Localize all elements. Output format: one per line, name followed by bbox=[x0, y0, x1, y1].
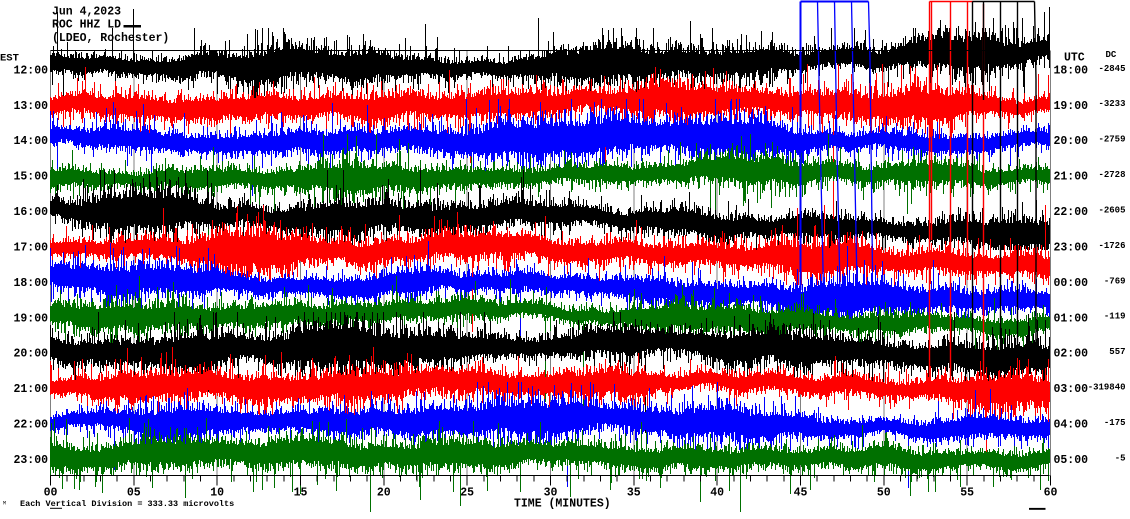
svg-text:18:00: 18:00 bbox=[13, 277, 48, 290]
svg-text:05:00: 05:00 bbox=[1054, 454, 1089, 467]
svg-text:22:00: 22:00 bbox=[1054, 206, 1089, 219]
svg-text:60: 60 bbox=[1044, 487, 1058, 500]
svg-text:23:00: 23:00 bbox=[1054, 242, 1089, 255]
svg-text:-319840: -319840 bbox=[1088, 383, 1126, 393]
svg-text:21:00: 21:00 bbox=[1054, 171, 1089, 184]
svg-text:05: 05 bbox=[127, 487, 141, 500]
svg-text:557: 557 bbox=[1109, 347, 1125, 357]
svg-text:18:00: 18:00 bbox=[1054, 64, 1089, 77]
svg-text:-2759: -2759 bbox=[1098, 135, 1125, 145]
svg-text:16:00: 16:00 bbox=[13, 206, 48, 219]
svg-text:19:00: 19:00 bbox=[13, 312, 48, 325]
svg-text:04:00: 04:00 bbox=[1054, 419, 1089, 432]
svg-text:12:00: 12:00 bbox=[13, 64, 48, 77]
svg-text:21:00: 21:00 bbox=[13, 383, 48, 396]
svg-text:(LDEO, Rochester): (LDEO, Rochester) bbox=[52, 32, 169, 45]
svg-text:DC: DC bbox=[1106, 50, 1117, 60]
svg-text:14:00: 14:00 bbox=[13, 135, 48, 148]
svg-text:01:00: 01:00 bbox=[1054, 312, 1089, 325]
svg-text:M: M bbox=[3, 501, 6, 507]
svg-text:45: 45 bbox=[794, 487, 808, 500]
svg-text:02:00: 02:00 bbox=[1054, 348, 1089, 361]
svg-text:20:00: 20:00 bbox=[13, 348, 48, 361]
svg-text:-3233: -3233 bbox=[1098, 99, 1125, 109]
svg-text:-2728: -2728 bbox=[1098, 170, 1125, 180]
svg-text:13:00: 13:00 bbox=[13, 100, 48, 113]
svg-text:TIME (MINUTES): TIME (MINUTES) bbox=[514, 498, 611, 511]
svg-text:-175: -175 bbox=[1104, 418, 1126, 428]
svg-text:Each Vertical Division = 333.: Each Vertical Division = 333.33 microvol… bbox=[20, 499, 234, 509]
svg-text:-5: -5 bbox=[1115, 453, 1126, 463]
svg-text:22:00: 22:00 bbox=[13, 419, 48, 432]
svg-text:-1726: -1726 bbox=[1098, 241, 1125, 251]
svg-text:-2605: -2605 bbox=[1098, 206, 1125, 216]
svg-text:-2845: -2845 bbox=[1098, 64, 1125, 74]
svg-text:10: 10 bbox=[210, 487, 224, 500]
svg-text:00:00: 00:00 bbox=[1054, 277, 1089, 290]
svg-text:40: 40 bbox=[710, 487, 724, 500]
svg-text:25: 25 bbox=[460, 487, 474, 500]
svg-text:03:00: 03:00 bbox=[1054, 383, 1089, 396]
svg-text:UTC: UTC bbox=[1064, 51, 1085, 64]
svg-text:-119: -119 bbox=[1104, 312, 1126, 322]
svg-text:30: 30 bbox=[544, 487, 558, 500]
svg-text:35: 35 bbox=[627, 487, 641, 500]
svg-text:19:00: 19:00 bbox=[1054, 100, 1089, 113]
svg-text:-769: -769 bbox=[1104, 276, 1126, 286]
svg-text:50: 50 bbox=[877, 487, 891, 500]
svg-text:17:00: 17:00 bbox=[13, 242, 48, 255]
svg-text:15:00: 15:00 bbox=[13, 171, 48, 184]
svg-text:Jun 4,2023: Jun 4,2023 bbox=[52, 6, 121, 19]
svg-text:55: 55 bbox=[960, 487, 974, 500]
svg-text:15: 15 bbox=[294, 487, 308, 500]
svg-text:EST: EST bbox=[0, 52, 19, 64]
svg-text:23:00: 23:00 bbox=[13, 454, 48, 467]
svg-text:00: 00 bbox=[44, 487, 58, 500]
svg-text:20:00: 20:00 bbox=[1054, 135, 1089, 148]
svg-text:20: 20 bbox=[377, 487, 391, 500]
svg-text:ROC HHZ LD: ROC HHZ LD bbox=[52, 19, 121, 32]
